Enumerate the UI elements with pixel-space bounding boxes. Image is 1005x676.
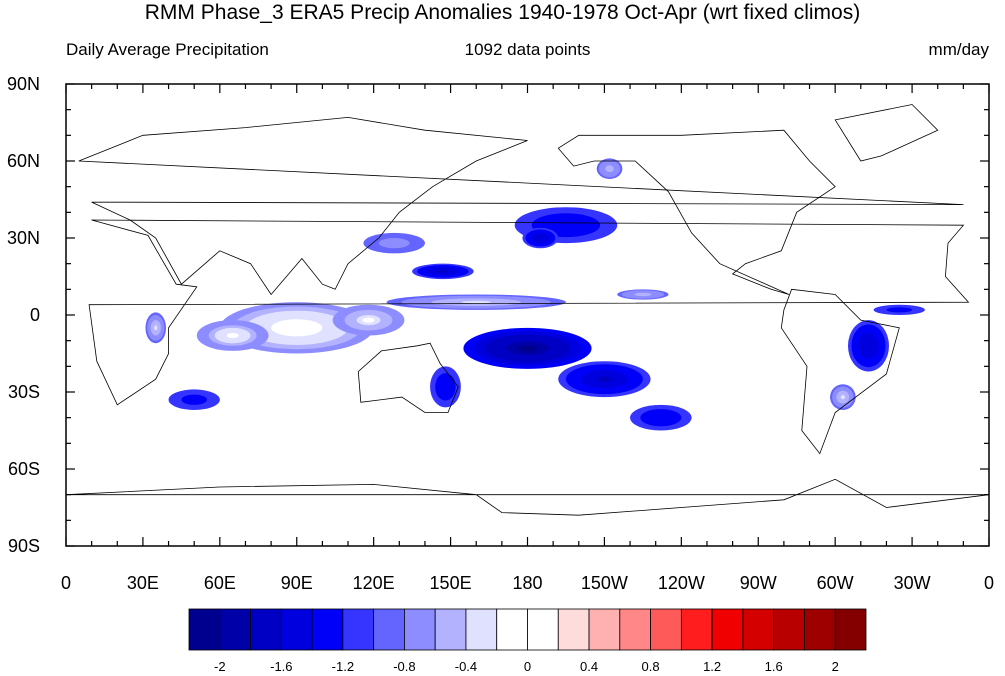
- coastline-north-america: [557, 129, 836, 295]
- tick-marks: [65, 83, 990, 547]
- colorbar-label: 1.2: [703, 659, 722, 674]
- colorbar-box: [434, 608, 467, 651]
- lon-label: 120E: [352, 573, 395, 593]
- lat-label: 0: [29, 305, 40, 325]
- colorbar-box: [219, 608, 251, 651]
- colorbar-box: [188, 608, 221, 651]
- east-africa-wet-anomaly: [145, 312, 166, 344]
- lon-label: 180: [512, 573, 543, 593]
- lon-label: 30E: [126, 573, 159, 593]
- australia-dry-anomaly: [430, 366, 461, 408]
- colorbar-label: -1.6: [270, 659, 293, 674]
- central-pacific-wet-anomaly: [617, 289, 669, 300]
- colorbar-box: [280, 608, 313, 651]
- center-subtitle: 1092 data points: [464, 40, 591, 59]
- lon-label: 30W: [893, 573, 931, 593]
- colorbar-label: 2: [831, 659, 839, 674]
- north-pacific-dry-core: [522, 227, 559, 249]
- anomaly-field: [145, 158, 925, 431]
- atlantic-dry-anomaly: [873, 304, 925, 315]
- colorbar-box: [311, 608, 344, 651]
- colorbar-box: [373, 608, 405, 651]
- colorbar-label: 0: [523, 659, 532, 674]
- lon-label: 60E: [203, 573, 236, 593]
- colorbar-box: [496, 608, 528, 651]
- lon-label: 90W: [739, 573, 777, 593]
- colorbar-box: [619, 608, 651, 651]
- coastline-south-america: [780, 288, 900, 455]
- lon-label: 60W: [816, 573, 854, 593]
- lon-label: 150W: [580, 573, 628, 593]
- colorbar-box: [342, 608, 375, 651]
- colorbar-box: [711, 608, 744, 651]
- lon-label: 90E: [280, 573, 313, 593]
- lat-label: 90N: [6, 74, 40, 94]
- east-asia-wet-anomaly: [363, 232, 425, 254]
- lat-label: 60N: [6, 151, 40, 171]
- colorbar-box: [834, 608, 867, 651]
- western-indian-ocean-wet-anomaly: [196, 320, 269, 351]
- lon-label: 120W: [657, 573, 705, 593]
- lon-label: 0: [60, 573, 71, 593]
- colorbar-box: [742, 608, 775, 651]
- southern-indian-ocean-dry-anomaly: [168, 389, 220, 410]
- lon-label: 150E: [429, 573, 472, 593]
- colorbar-label: -1.2: [331, 659, 355, 674]
- maritime-continent-wet-anomaly: [332, 304, 405, 336]
- colorbar-box: [250, 608, 282, 651]
- coastlines: [66, 104, 989, 516]
- colorbar-box: [680, 608, 713, 651]
- units-label: mm/day: [928, 40, 989, 59]
- lat-label: 30N: [6, 228, 40, 248]
- lat-label: 60S: [7, 459, 40, 479]
- coastline-greenland: [834, 104, 939, 162]
- colorbar-box: [588, 608, 621, 651]
- spcz-dry-anomaly: [463, 327, 592, 369]
- coastline-australia: [357, 342, 459, 413]
- amazon-dry-anomaly: [847, 320, 890, 372]
- coastline-eurasia: [78, 116, 964, 296]
- colorbar-label: 1.6: [764, 659, 783, 674]
- colorbar-box: [804, 608, 836, 651]
- colorbar-box: [465, 608, 498, 651]
- southwest-pacific-dry-anomaly: [630, 404, 692, 431]
- alaska-wet-anomaly: [596, 158, 623, 179]
- western-pacific-dry-anomaly: [412, 263, 474, 280]
- spcz-extension-dry-anomaly: [558, 361, 651, 398]
- colorbar-label: 0.4: [579, 659, 599, 674]
- colorbar-box: [527, 608, 559, 651]
- lat-label: 30S: [7, 382, 40, 402]
- colorbar-label: -0.8: [393, 659, 416, 674]
- colorbar-label: 0.8: [641, 659, 660, 674]
- colorbar-box: [650, 608, 682, 651]
- colorbar-label: -0.4: [454, 659, 478, 674]
- colorbar-box: [773, 608, 805, 651]
- lat-label: 90S: [7, 536, 40, 556]
- lon-label: 0: [983, 573, 994, 593]
- colorbar-label: -2: [213, 659, 226, 674]
- left-subtitle: Daily Average Precipitation: [66, 40, 269, 59]
- indian-ocean-wet-anomaly: [219, 302, 374, 354]
- colorbar-box: [404, 608, 436, 651]
- coastline-africa: [88, 219, 970, 406]
- figure-title: RMM Phase_3 ERA5 Precip Anomalies 1940-1…: [144, 1, 861, 24]
- coastline-antarctica: [66, 478, 989, 516]
- colorbar-box: [557, 608, 590, 651]
